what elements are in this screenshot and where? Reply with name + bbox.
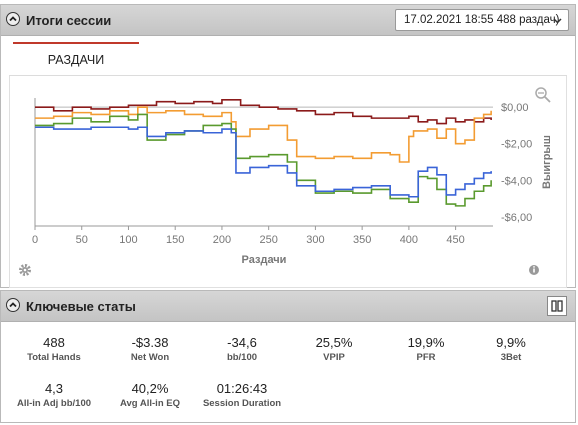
stat-item: 01:26:43 Session Duration [187,381,297,409]
stat-value: 488 [43,335,65,350]
stat-label: VPIP [323,352,345,363]
stat-item: 25,5% VPIP [279,335,389,363]
y-tick-label: $0,00 [501,102,529,114]
stat-item: 19,9% PFR [371,335,481,363]
tab-hands[interactable]: РАЗДАЧИ [13,42,139,75]
session-select-value: 17.02.2021 18:55 488 раздач) [404,14,560,26]
winnings-chart: $0,00 -$2,00 -$4,00 -$6,00 0 50 100 150 200 250 30… [19,87,553,276]
y-tick-label: -$2,00 [501,139,532,151]
keystats-header: Ключевые статы [1,291,575,322]
y-tick-label: -$4,00 [501,175,532,187]
x-tick-label: 0 [32,234,38,246]
x-tick-label: 50 [76,234,88,246]
stat-item: -$3.38 Net Won [95,335,205,363]
session-header: Итоги сессии 17.02.2021 18:55 488 раздач… [1,5,575,36]
session-select[interactable]: 17.02.2021 18:55 488 раздач) [395,9,569,31]
stat-label: bb/100 [226,352,258,363]
x-tick-label: 250 [259,234,277,246]
chevron-down-icon [553,18,562,24]
stat-value: 01:26:43 [216,381,268,396]
stat-label: Total Hands [27,352,81,363]
keystats-title: Ключевые статы [26,299,136,314]
stat-value: 9,9% [496,335,526,350]
y-axis-label: Выигрыш [541,135,553,189]
stat-value: -34,6 [227,335,257,350]
gear-icon[interactable] [19,264,31,276]
x-tick-label: 150 [166,234,184,246]
collapse-chevron-up-icon[interactable] [6,298,20,312]
stat-label: Session Duration [202,398,282,409]
x-tick-label: 350 [353,234,371,246]
stat-value: 40,2% [131,381,169,396]
stat-item: 488 Total Hands [0,335,109,363]
session-title: Итоги сессии [26,13,112,28]
session-panel: Итоги сессии 17.02.2021 18:55 488 раздач… [0,4,576,288]
stat-item: 4,3 All-in Adj bb/100 [0,381,109,409]
stat-label: Avg All-in EQ [120,398,180,409]
keystats-panel: Ключевые статы 488 Total Hands -$3.38 Net W… [0,290,576,423]
stat-label: PFR [416,352,436,363]
stat-label: 3Bet [500,352,522,363]
stat-item: 9,9% 3Bet [463,335,559,363]
zoom-icon[interactable] [535,87,551,103]
stat-value: 25,5% [315,335,353,350]
collapse-chevron-up-icon[interactable] [6,12,20,26]
info-icon[interactable] [529,265,539,275]
x-tick-label: 200 [213,234,231,246]
x-tick-label: 400 [400,234,418,246]
x-tick-label: 300 [306,234,324,246]
stat-value: 4,3 [44,381,64,396]
stat-label: All-in Adj bb/100 [16,398,92,409]
x-tick-label: 100 [119,234,137,246]
stat-value: 19,9% [407,335,445,350]
series-line-4 [35,126,492,198]
y-tick-label: -$6,00 [501,212,532,224]
layout-columns-button[interactable] [547,296,567,316]
stat-label: Net Won [130,352,170,363]
chart-area: $0,00 -$2,00 -$4,00 -$6,00 0 50 100 150 200 250 30… [9,76,567,288]
x-tick-label: 450 [446,234,464,246]
stat-item: 40,2% Avg All-in EQ [95,381,205,409]
stat-value: -$3.38 [131,335,169,350]
series-line-1 [35,99,492,125]
stat-item: -34,6 bb/100 [187,335,297,363]
series-line-3 [35,113,492,207]
x-axis-label: Раздачи [242,254,287,266]
series-line-2 [35,106,492,163]
columns-icon [551,300,563,312]
tab-divider [9,75,567,76]
